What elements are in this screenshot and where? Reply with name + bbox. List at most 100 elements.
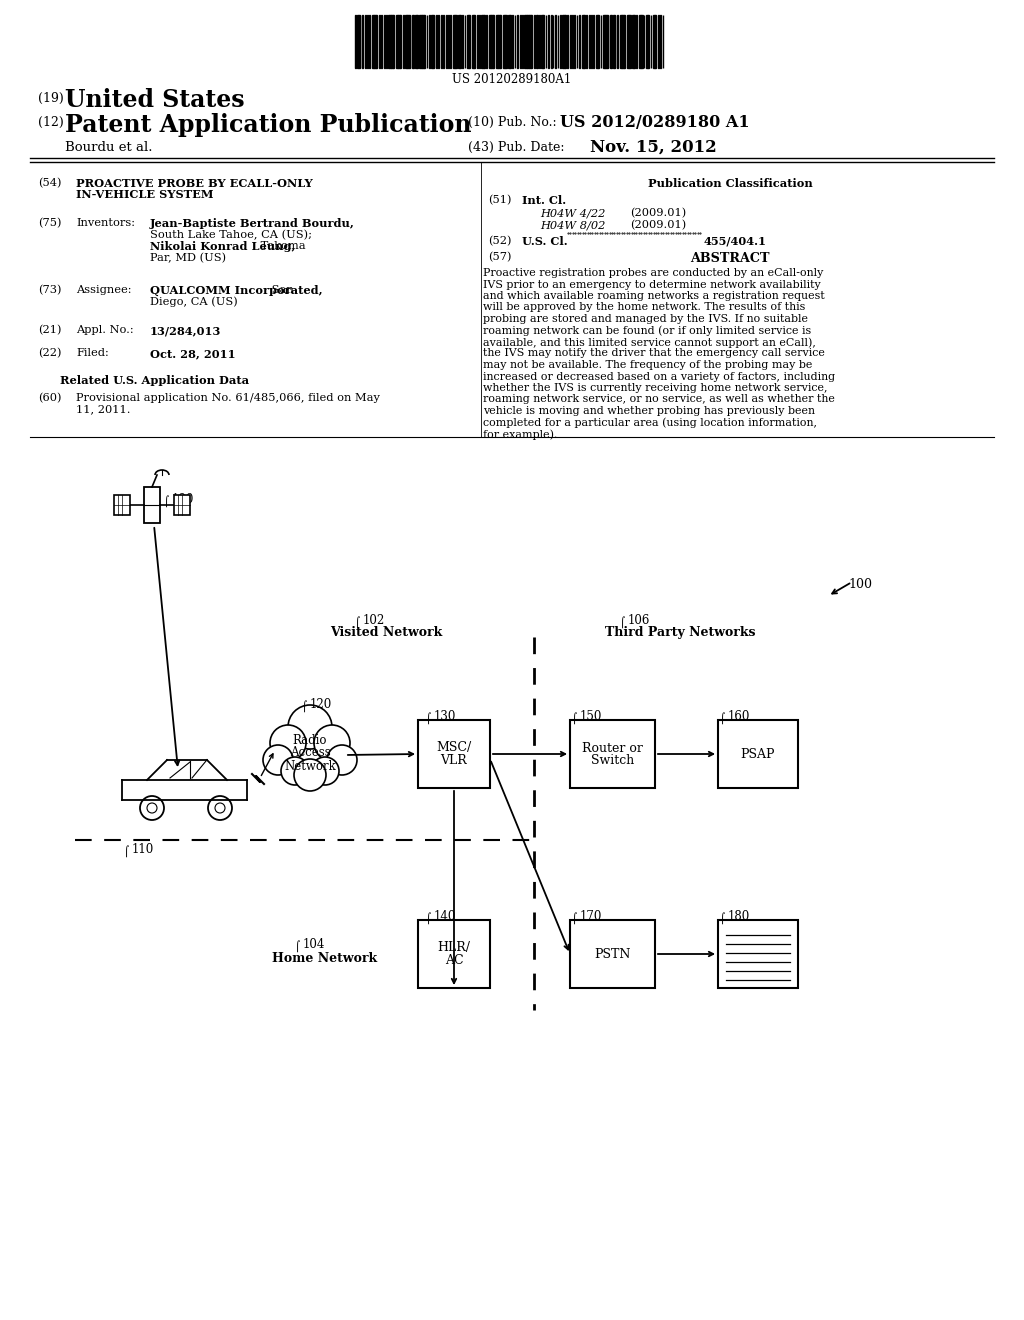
- Bar: [589, 15, 590, 69]
- Text: 160: 160: [728, 710, 751, 723]
- Bar: [526, 15, 528, 69]
- Bar: [114, 495, 130, 515]
- Text: (2009.01): (2009.01): [630, 209, 686, 218]
- Bar: [582, 15, 584, 69]
- Text: may not be available. The frequency of the probing may be: may not be available. The frequency of t…: [483, 360, 812, 370]
- Text: ⌠: ⌠: [164, 495, 169, 507]
- Bar: [627, 15, 629, 69]
- Text: the IVS may notify the driver that the emergency call service: the IVS may notify the driver that the e…: [483, 348, 825, 359]
- Bar: [391, 15, 393, 69]
- Bar: [388, 15, 390, 69]
- Text: roaming network can be found (or if only limited service is: roaming network can be found (or if only…: [483, 326, 811, 337]
- Bar: [406, 15, 408, 69]
- Text: Access: Access: [290, 747, 331, 759]
- Circle shape: [288, 705, 332, 748]
- Text: VLR: VLR: [440, 755, 467, 767]
- Bar: [415, 15, 417, 69]
- Text: 170: 170: [580, 909, 602, 923]
- Circle shape: [140, 796, 164, 820]
- Bar: [418, 719, 490, 788]
- Text: US 20120289180A1: US 20120289180A1: [453, 73, 571, 86]
- Text: (22): (22): [38, 348, 61, 358]
- Text: and which available roaming networks a registration request: and which available roaming networks a r…: [483, 290, 824, 301]
- Text: U.S. Cl.: U.S. Cl.: [522, 236, 567, 247]
- Text: Related U.S. Application Data: Related U.S. Application Data: [60, 375, 250, 385]
- Bar: [569, 15, 571, 69]
- Text: (60): (60): [38, 393, 61, 404]
- Bar: [413, 15, 415, 69]
- Text: Publication Classification: Publication Classification: [647, 178, 812, 189]
- Text: QUALCOMM Incorporated,: QUALCOMM Incorporated,: [150, 285, 323, 296]
- Bar: [629, 15, 631, 69]
- Bar: [508, 15, 510, 69]
- Text: (10) Pub. No.:: (10) Pub. No.:: [468, 116, 557, 129]
- Text: Diego, CA (US): Diego, CA (US): [150, 297, 238, 308]
- Bar: [144, 487, 160, 523]
- Bar: [596, 15, 598, 69]
- Text: ⌠: ⌠: [720, 912, 725, 924]
- Bar: [417, 15, 419, 69]
- Text: ⌠: ⌠: [124, 845, 129, 857]
- Circle shape: [311, 756, 339, 785]
- Bar: [541, 15, 543, 69]
- Text: H04W 8/02: H04W 8/02: [540, 220, 605, 230]
- Text: vehicle is moving and whether probing has previously been: vehicle is moving and whether probing ha…: [483, 407, 815, 416]
- Bar: [422, 15, 424, 69]
- Text: completed for a particular area (using location information,: completed for a particular area (using l…: [483, 417, 817, 428]
- Text: ⌠: ⌠: [720, 711, 725, 723]
- Circle shape: [215, 803, 225, 813]
- Text: 13/284,013: 13/284,013: [150, 325, 221, 337]
- Bar: [539, 15, 540, 69]
- Text: United States: United States: [65, 88, 245, 112]
- Text: Assignee:: Assignee:: [76, 285, 131, 294]
- Text: HLR/: HLR/: [437, 941, 470, 954]
- Text: AC: AC: [444, 954, 463, 968]
- Circle shape: [208, 796, 232, 820]
- Text: available, and this limited service cannot support an eCall),: available, and this limited service cann…: [483, 337, 816, 347]
- Bar: [372, 15, 374, 69]
- Bar: [620, 15, 622, 69]
- Bar: [490, 15, 494, 69]
- Text: Par, MD (US): Par, MD (US): [150, 252, 226, 263]
- Bar: [718, 719, 798, 788]
- Text: Home Network: Home Network: [272, 952, 377, 965]
- Bar: [605, 15, 607, 69]
- Bar: [357, 15, 359, 69]
- Bar: [458, 15, 460, 69]
- Text: H04W 4/22: H04W 4/22: [540, 209, 605, 218]
- Text: probing are stored and managed by the IVS. If no suitable: probing are stored and managed by the IV…: [483, 314, 808, 323]
- Text: for example).: for example).: [483, 429, 557, 440]
- Bar: [418, 920, 490, 987]
- Text: Patent Application Publication: Patent Application Publication: [65, 114, 471, 137]
- Text: Proactive registration probes are conducted by an eCall-only: Proactive registration probes are conduc…: [483, 268, 823, 279]
- Text: ⌠: ⌠: [572, 711, 578, 723]
- Text: 150: 150: [580, 710, 602, 723]
- Bar: [632, 15, 634, 69]
- Text: will be approved by the home network. The results of this: will be approved by the home network. Th…: [483, 302, 805, 313]
- Text: IN-VEHICLE SYSTEM: IN-VEHICLE SYSTEM: [76, 190, 213, 201]
- Text: Filed:: Filed:: [76, 348, 109, 358]
- Text: 455/404.1: 455/404.1: [705, 236, 767, 247]
- Bar: [445, 15, 447, 69]
- Bar: [420, 15, 422, 69]
- Bar: [537, 15, 539, 69]
- Text: Third Party Networks: Third Party Networks: [605, 626, 756, 639]
- Bar: [570, 920, 655, 987]
- Text: (52): (52): [488, 236, 512, 247]
- Bar: [455, 15, 458, 69]
- Bar: [384, 15, 385, 69]
- Text: (2009.01): (2009.01): [630, 220, 686, 230]
- Bar: [639, 15, 641, 69]
- Text: (73): (73): [38, 285, 61, 296]
- Text: Router or: Router or: [582, 742, 643, 755]
- Text: (57): (57): [488, 252, 512, 263]
- Text: whether the IVS is currently receiving home network service,: whether the IVS is currently receiving h…: [483, 383, 827, 393]
- Bar: [467, 15, 469, 69]
- Bar: [431, 15, 433, 69]
- Text: San: San: [268, 285, 294, 294]
- Text: Appl. No.:: Appl. No.:: [76, 325, 133, 335]
- Bar: [398, 15, 400, 69]
- Text: ⌠: ⌠: [426, 912, 431, 924]
- Circle shape: [147, 803, 157, 813]
- Text: (19): (19): [38, 92, 63, 106]
